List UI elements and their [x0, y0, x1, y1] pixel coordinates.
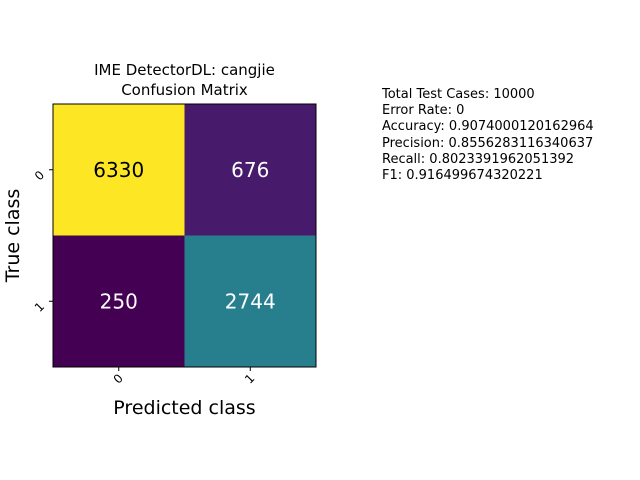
x-tick-label: 1 — [242, 371, 257, 386]
heatmap-cell — [184, 235, 316, 367]
cell-value-label: 676 — [231, 158, 269, 182]
x-axis-label: Predicted class — [113, 397, 255, 419]
total-test-cases: Total Test Cases: 10000 — [382, 87, 535, 102]
cell-value-label: 6330 — [93, 158, 144, 182]
y-tick-label: 0 — [32, 168, 47, 183]
error-rate: Error Rate: 0 — [382, 103, 465, 119]
f1-score: F1: 0.916499674320221 — [382, 168, 543, 184]
heatmap-cell — [184, 104, 316, 236]
heatmap-cell — [53, 235, 185, 367]
cell-value-label: 2744 — [225, 289, 276, 313]
y-tick-label: 1 — [32, 299, 47, 314]
precision: Precision: 0.8556283116340637 — [382, 135, 594, 151]
heatmap-cell — [53, 104, 185, 236]
metrics-panel: Total Test Cases: 10000 Error Rate: 0 Ac… — [382, 87, 594, 184]
recall: Recall: 0.8023391962051392 — [382, 151, 575, 167]
chart-title: IME DetectorDL: cangjie — [94, 61, 275, 79]
y-axis-label: True class — [2, 189, 24, 284]
chart-subtitle: Confusion Matrix — [121, 81, 248, 99]
cell-value-label: 250 — [100, 289, 138, 313]
accuracy: Accuracy: 0.9074000120162964 — [382, 119, 594, 135]
x-tick-label: 0 — [111, 371, 126, 386]
plot-frame — [52, 103, 317, 368]
